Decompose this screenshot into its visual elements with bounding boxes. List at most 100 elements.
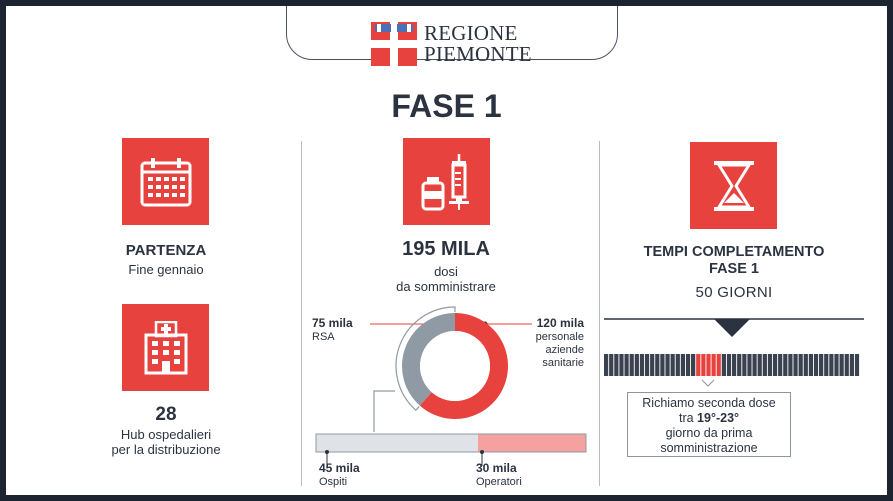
doses-chart [315,306,587,466]
timeline-day [752,354,757,376]
timeline-day [819,354,824,376]
column-divider-right [599,141,600,486]
timeline-day [634,354,639,376]
vaccine-icon-box [403,138,490,225]
timeline-day [854,354,860,376]
rsa-detail-outline [395,306,456,412]
callout-line-1: Richiamo seconda dose [642,396,776,410]
timeline-day [813,354,819,376]
operators-label: Operatori [476,476,522,488]
split-bar-operators [478,434,586,452]
timeline-day [644,354,650,376]
timeline-day [604,354,609,376]
callout-line-3: giorno da prima [665,426,753,440]
guests-tick-dot [325,450,329,454]
timeline-day [803,354,808,376]
timeline-day [691,354,696,376]
timeline-day [685,354,691,376]
timeline-day [829,354,834,376]
time-line-1: TEMPI COMPLETAMENTO [643,244,825,260]
timeline-day [793,354,798,376]
timeline-day [629,354,634,376]
timeline-day [639,354,645,376]
hub-count: 28 [155,404,177,425]
callout-notch [701,379,715,387]
split-bar-outline [315,433,587,453]
page-title: FASE 1 [391,88,502,124]
timeline-day [778,354,783,376]
timeline-day [675,354,680,376]
timeline-day [726,354,732,376]
guests-value: 45 mila [319,461,360,475]
timeline-day-recall [711,354,716,376]
timeline-day [839,354,844,376]
region-logo-text: REGIONE PIEMONTE [424,23,532,65]
column-divider-left [301,141,302,486]
timeline-day [767,354,773,376]
timeline-day [680,354,686,376]
timeline-day-recall [706,354,711,376]
callout-line-2: tra 19°-23° [628,411,790,426]
hourglass-icon-box [690,142,777,229]
start-value: Fine gennaio [128,262,204,277]
split-bar-guests [316,434,478,452]
vaccine-syringe-icon [421,153,469,210]
health-line-2: aziende [545,344,584,356]
timeline-pointer [714,319,750,337]
timeline-day [772,354,778,376]
piemonte-coat-of-arms-icon [371,22,417,66]
health-value: 120 mila [536,316,584,330]
timeline-day [614,354,619,376]
header-tab [286,6,618,60]
rsa-label: RSA [312,331,335,343]
hospital-icon-box [122,304,209,391]
calendar-icon [140,157,191,206]
timeline-chart [604,318,864,387]
guests-label: Ospiti [319,476,348,488]
hub-line-2: per la distribuzione [111,442,221,457]
timeline-day [824,354,829,376]
timeline-bar [604,354,860,376]
timeline-day [783,354,788,376]
timeline-day [665,354,670,376]
timeline-day [757,354,762,376]
callout-line-4: somministrazione [660,441,758,455]
logo-line-1: REGIONE [424,21,518,45]
donut-slice-health [419,313,508,419]
time-title: TEMPI COMPLETAMENTO FASE 1 [616,244,852,278]
timeline-day [624,354,629,376]
timeline-day [655,354,660,376]
timeline-day [788,354,793,376]
calendar-icon-box [122,138,209,225]
timeline-day-recall [696,354,701,376]
timeline-day [808,354,814,376]
timeline-day [609,354,614,376]
hourglass-icon [713,160,754,211]
timeline-day [834,354,839,376]
operators-value: 30 mila [476,461,517,475]
doses-line-1: dosi [434,264,458,279]
timeline-day [619,354,624,376]
hospital-icon [144,320,187,374]
start-title: PARTENZA [125,242,207,259]
timeline-day [747,354,752,376]
timeline-day [660,354,665,376]
timeline-day [670,354,675,376]
callout-recall-range: 19°-23° [697,411,740,425]
timeline-day [650,354,655,376]
donut-slice-rsa [402,313,455,406]
doses-line-2: da somministrare [396,279,496,294]
doses-title: 195 MILA [402,238,490,260]
timeline-day [844,354,849,376]
rsa-split-bar [315,433,587,453]
health-line-3: sanitarie [542,357,584,369]
rsa-value: 75 mila [312,316,353,330]
days-value: 50 GIORNI [695,284,773,301]
timeline-day [762,354,767,376]
time-line-2: FASE 1 [709,261,759,277]
donut-hole [420,331,490,401]
rsa-to-bar-connector [373,390,395,432]
timeline-day [732,354,737,376]
timeline-day [742,354,747,376]
donut-chart [402,313,508,419]
